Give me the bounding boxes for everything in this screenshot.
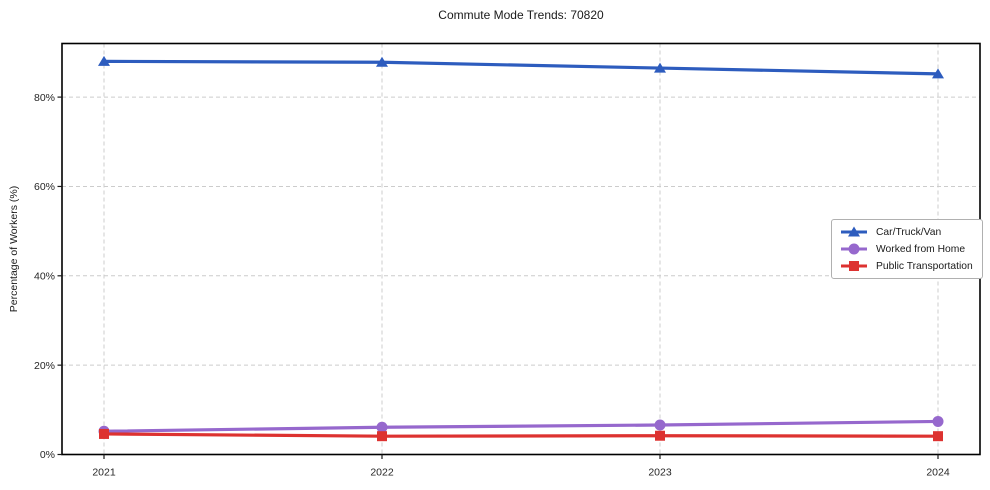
series-car-truck-van [98, 55, 944, 79]
data-point-public-transportation-2024 [933, 431, 943, 442]
series-line-public-transportation [102, 432, 940, 438]
y-tick-label: 60% [34, 181, 55, 193]
chart-title: Commute Mode Trends: 70820 [438, 8, 604, 22]
legend-marker-shape [849, 261, 859, 271]
data-point-car-truck-van-2022 [376, 56, 388, 67]
legend-marker-shape [848, 226, 860, 237]
x-tick-label: 2022 [370, 467, 394, 479]
data-point-public-transportation-2022 [377, 431, 387, 442]
series-line-worked-from-home [102, 419, 940, 433]
x-tick-label: 2024 [926, 467, 950, 479]
series-line-car-truck-van [102, 59, 940, 76]
data-point-public-transportation-2021 [99, 428, 109, 439]
data-point-car-truck-van-2023 [654, 62, 666, 73]
data-point-worked-from-home-2023 [654, 419, 666, 431]
legend-marker-square-icon [841, 261, 867, 271]
x-tick-label: 2023 [648, 467, 672, 479]
data-point-car-truck-van-2021 [98, 55, 110, 66]
data-point-car-truck-van-2024 [932, 68, 944, 79]
legend-label: Public Transportation [876, 260, 973, 272]
y-tick-label: 80% [34, 92, 55, 104]
series-public-transportation [99, 428, 943, 442]
legend-label: Worked from Home [876, 243, 966, 255]
legend-item-worked-from-home: Worked from Home [839, 242, 973, 256]
legend-marker-circle-icon [841, 243, 867, 255]
legend-marker-triangle-icon [841, 226, 867, 237]
legend-item-public-transportation: Public Transportation [839, 259, 973, 273]
y-tick-label: 0% [40, 449, 55, 461]
x-tick-label: 2021 [92, 467, 116, 479]
legend-label: Car/Truck/Van [876, 226, 942, 238]
y-tick-label: 40% [34, 271, 55, 283]
data-point-public-transportation-2023 [655, 430, 665, 441]
legend: Car/Truck/Van Worked from Home Public Tran… [831, 219, 983, 279]
data-point-worked-from-home-2022 [376, 421, 388, 433]
legend-item-car-truck-van: Car/Truck/Van [839, 225, 973, 239]
y-tick-label: 20% [34, 360, 55, 372]
legend-marker-shape [848, 243, 860, 255]
data-point-worked-from-home-2024 [932, 415, 944, 427]
